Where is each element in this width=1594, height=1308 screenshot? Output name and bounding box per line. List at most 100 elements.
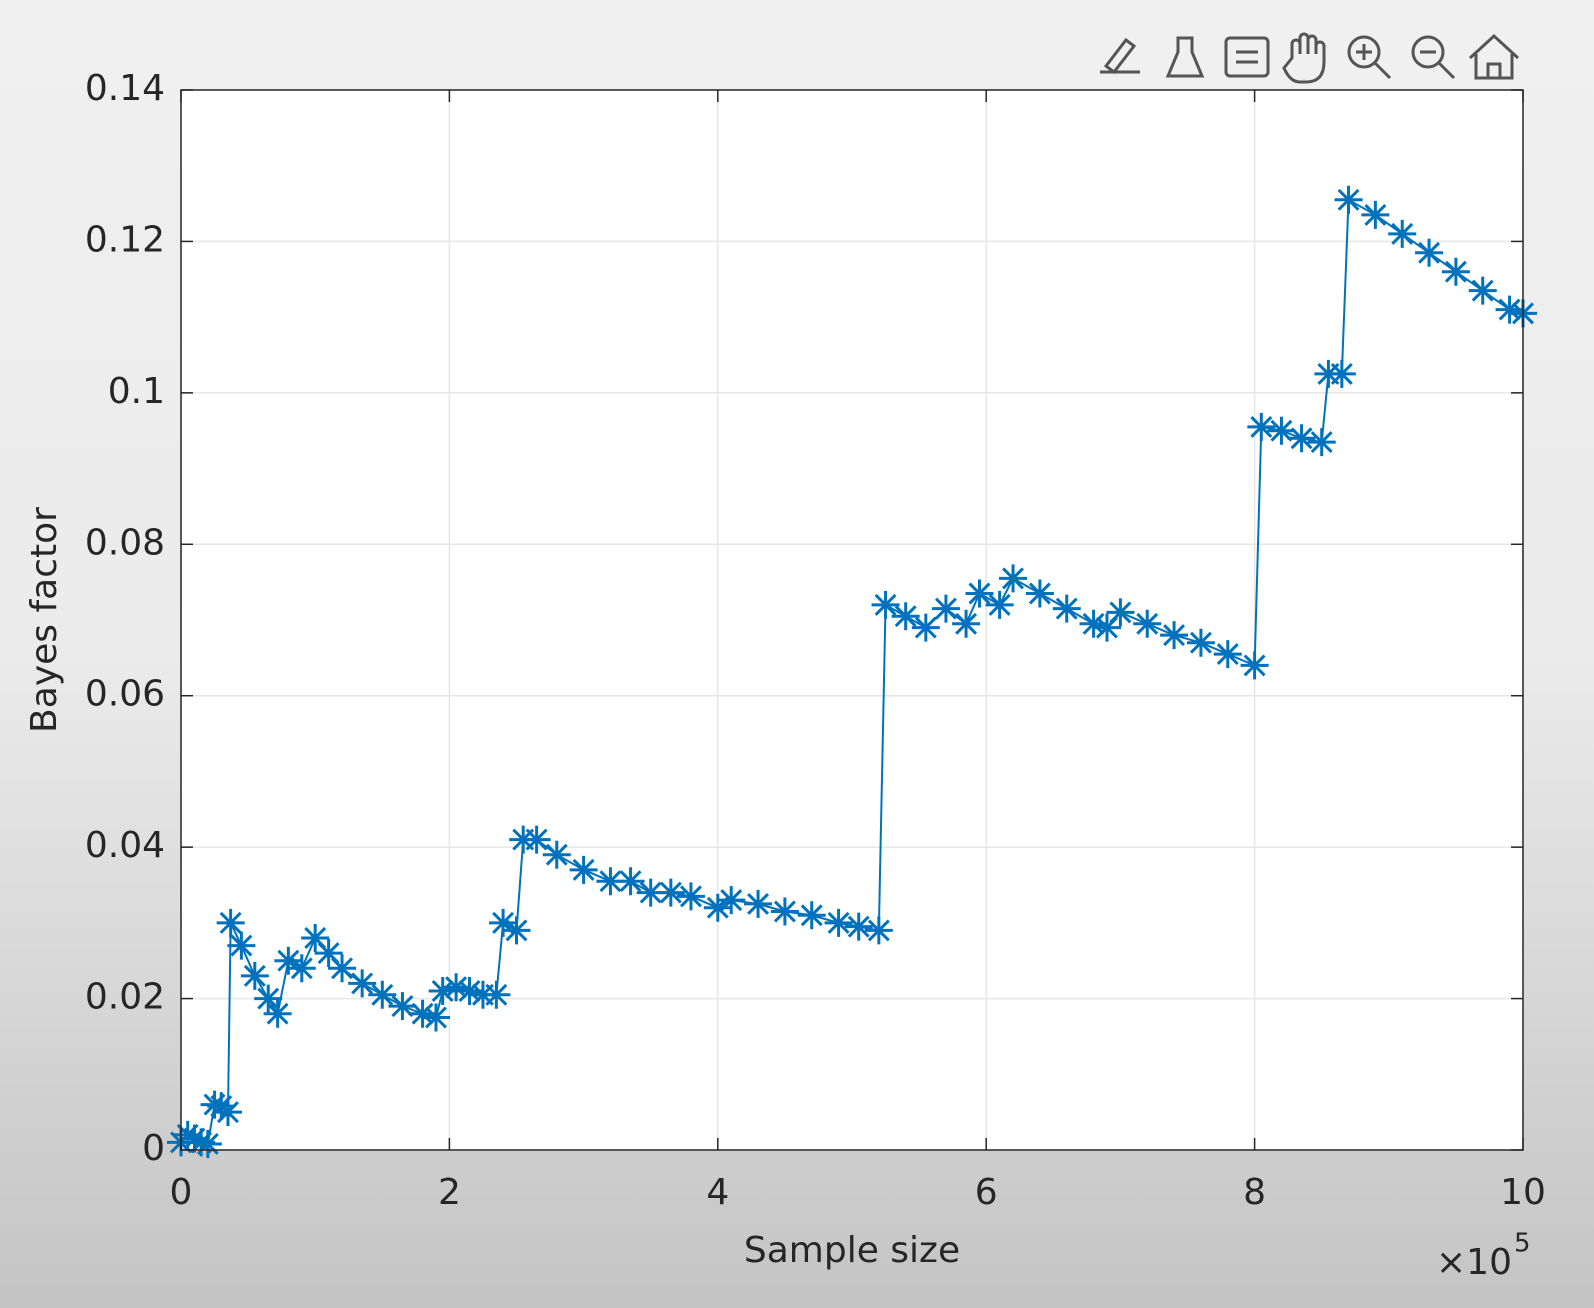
data-point [1213, 640, 1242, 669]
data-point [1388, 219, 1417, 248]
data-point [263, 999, 292, 1028]
data-point [502, 916, 531, 945]
x-tick-label: 10 [1500, 1172, 1546, 1213]
x-axis-label: Sample size [744, 1230, 960, 1271]
data-point [1079, 609, 1108, 638]
data-point [489, 908, 518, 937]
ticks: 0 0.02 0.04 0.06 0.08 0.1 0.12 0.14 0 2 4 6 8 10 [85, 68, 1546, 1213]
data-point [173, 1120, 202, 1149]
data-point [274, 946, 303, 975]
data-point [717, 886, 746, 915]
data-point [1133, 609, 1162, 638]
data-point [522, 825, 551, 854]
x-exponent-base: ×10 [1436, 1242, 1512, 1283]
y-axis-label: Bayes factor [24, 507, 65, 733]
data-point [656, 878, 685, 907]
data-point [844, 912, 873, 941]
data-point [1186, 628, 1215, 657]
data-point [1415, 238, 1444, 267]
x-tick-label: 4 [706, 1172, 729, 1213]
data-point [1025, 579, 1054, 608]
toolbar [1100, 32, 1520, 84]
data-point [676, 882, 705, 911]
data-point [301, 924, 330, 952]
data-point [482, 980, 511, 1009]
data-point [1334, 185, 1363, 214]
x-tick-label: 2 [438, 1172, 461, 1213]
y-tick-label: 0.12 [85, 219, 165, 260]
data-point [1247, 412, 1276, 441]
home-icon[interactable] [1468, 33, 1520, 80]
data-point [348, 969, 377, 998]
data-point [770, 897, 799, 926]
data-point [180, 1124, 209, 1153]
plot-area [181, 90, 1523, 1150]
data-point [287, 954, 316, 983]
data-point [744, 889, 773, 918]
data-point [314, 939, 343, 968]
data-point [187, 1128, 216, 1157]
data-point [891, 602, 920, 631]
data-point [200, 1090, 229, 1119]
data-point [1468, 276, 1497, 305]
data-point [616, 867, 645, 896]
data-point [1495, 295, 1524, 324]
pan-icon[interactable] [1282, 32, 1326, 84]
data-point [213, 1098, 242, 1127]
data-point [193, 1129, 222, 1158]
data-point [1327, 359, 1356, 388]
data-point [797, 901, 826, 930]
data-point [1106, 598, 1135, 627]
data-point [703, 893, 732, 922]
data-point [388, 992, 417, 1021]
data-point [254, 984, 283, 1013]
data-point [216, 908, 245, 937]
y-tick-label: 0.14 [85, 68, 165, 109]
data-point [931, 594, 960, 623]
data-point [1307, 428, 1336, 457]
x-exponent: 5 [1514, 1229, 1531, 1259]
data-point [636, 878, 665, 907]
data-point [408, 999, 437, 1028]
y-tick-label: 0 [142, 1128, 165, 1169]
data-point [368, 980, 397, 1009]
edit-icon[interactable] [1100, 37, 1140, 75]
data-point [999, 564, 1028, 593]
data-point [240, 961, 269, 990]
data-point [965, 579, 994, 608]
datatip-icon[interactable] [1224, 36, 1270, 78]
data-point [328, 954, 357, 983]
data-point [824, 908, 853, 937]
data-point [421, 1003, 450, 1032]
y-tick-label: 0.1 [108, 371, 165, 412]
zoom-out-icon[interactable] [1411, 35, 1456, 80]
data-point [1240, 651, 1269, 680]
data-point [428, 977, 457, 1005]
data-point [1441, 257, 1470, 286]
data-point [442, 973, 471, 1002]
x-tick-label: 8 [1243, 1172, 1266, 1213]
data-point [864, 916, 893, 945]
y-tick-label: 0.02 [85, 977, 165, 1018]
data-point [227, 931, 256, 960]
x-tick-label: 0 [170, 1172, 193, 1213]
x-tick-label: 6 [975, 1172, 998, 1213]
y-tick-label: 0.06 [85, 674, 165, 715]
data-point [1267, 416, 1296, 445]
y-tick-label: 0.04 [85, 825, 165, 866]
axes-box [180, 89, 1524, 1151]
data-point [596, 867, 625, 896]
zoom-in-icon[interactable] [1347, 35, 1392, 80]
brush-icon[interactable] [1165, 36, 1205, 78]
data-point [911, 613, 940, 642]
data-point [1092, 613, 1121, 642]
data-point [952, 609, 981, 638]
data-point [871, 590, 900, 619]
data-point [1361, 200, 1390, 229]
data-point [1287, 424, 1316, 453]
data-point [455, 977, 484, 1005]
data-point [542, 840, 571, 869]
data-point [1160, 621, 1189, 650]
